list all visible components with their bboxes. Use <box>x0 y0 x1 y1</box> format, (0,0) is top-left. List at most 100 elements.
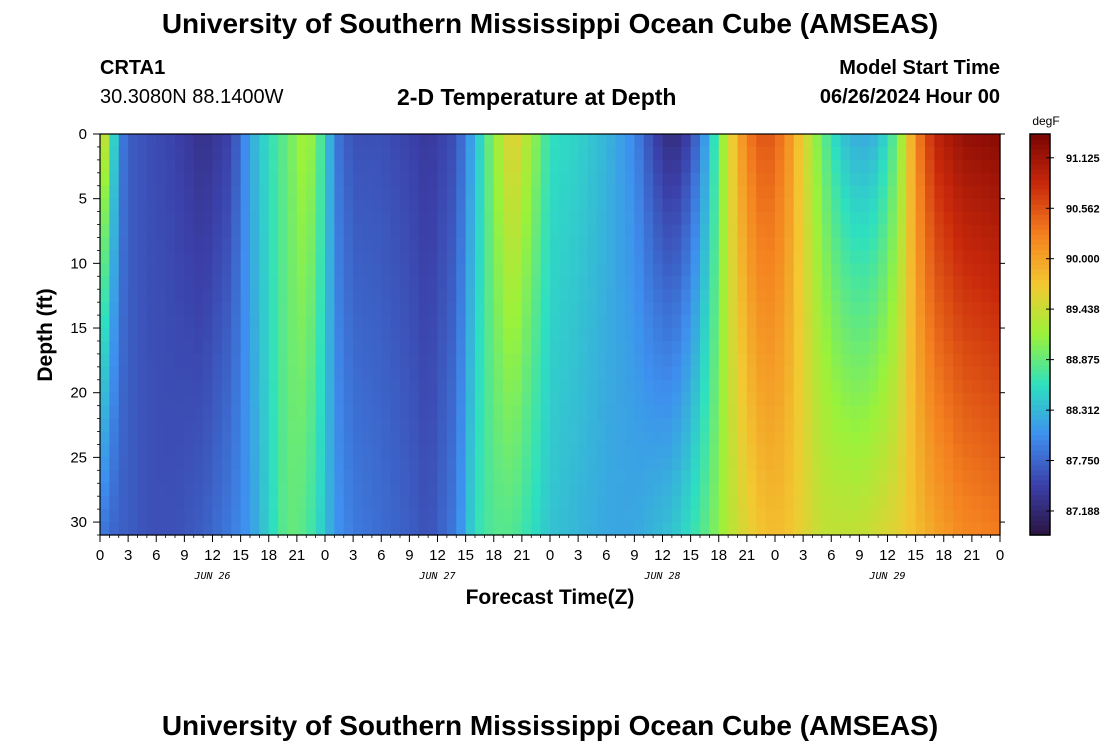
heatmap-cell <box>146 405 157 420</box>
heatmap-cell <box>531 418 542 433</box>
heatmap-cell <box>484 237 495 252</box>
heatmap-cell <box>193 431 204 446</box>
heatmap-cell <box>231 263 242 277</box>
heatmap-cell <box>484 185 495 200</box>
heatmap-cell <box>868 211 879 226</box>
heatmap-cell <box>559 366 570 381</box>
heatmap-cell <box>615 509 626 523</box>
heatmap-cell <box>165 185 176 200</box>
heatmap-cell <box>212 470 223 484</box>
heatmap-cell <box>550 263 560 277</box>
heatmap-cell <box>503 405 514 420</box>
heatmap-cell <box>634 134 645 148</box>
colorbar-segment <box>1030 294 1050 301</box>
heatmap-cell <box>409 211 420 226</box>
heatmap-cell <box>400 470 410 484</box>
heatmap-cell <box>540 237 551 252</box>
heatmap-cell <box>803 302 814 316</box>
heatmap-cell <box>240 224 251 239</box>
heatmap-cell <box>925 405 935 420</box>
heatmap-cell <box>118 392 129 407</box>
heatmap-cell <box>390 263 401 277</box>
heatmap-cell <box>212 444 223 458</box>
heatmap-cell <box>971 457 982 471</box>
heatmap-cell <box>840 366 851 381</box>
heatmap-cell <box>334 431 345 446</box>
heatmap-cell <box>728 379 739 394</box>
heatmap-cell <box>521 159 532 174</box>
heatmap-cell <box>671 392 682 407</box>
heatmap-cell <box>287 250 298 264</box>
heatmap-cell <box>934 250 945 264</box>
heatmap-cell <box>531 302 542 316</box>
heatmap-cell <box>690 405 701 420</box>
heatmap-cell <box>381 289 392 303</box>
heatmap-cell <box>671 522 682 536</box>
heatmap-cell <box>990 470 1001 484</box>
heatmap-cell <box>259 224 270 239</box>
heatmap-cell <box>175 185 185 200</box>
heatmap-cell <box>484 470 495 484</box>
heatmap-cell <box>746 237 757 252</box>
heatmap-cell <box>981 496 992 510</box>
colorbar-segment <box>1030 219 1050 225</box>
heatmap-cell <box>437 340 448 355</box>
heatmap-cell <box>606 185 617 200</box>
heatmap-cell <box>325 224 335 239</box>
x-tick-label: 12 <box>204 547 221 564</box>
heatmap-cell <box>606 483 617 497</box>
heatmap-cell <box>756 289 767 303</box>
heatmap-cell <box>353 418 364 433</box>
heatmap-cell <box>400 172 410 187</box>
heatmap-cell <box>812 289 823 303</box>
heatmap-cell <box>775 470 785 484</box>
heatmap-cell <box>606 353 617 368</box>
heatmap-cell <box>193 263 204 277</box>
heatmap-cell <box>559 250 570 264</box>
heatmap-cell <box>390 366 401 381</box>
heatmap-cell <box>250 172 260 187</box>
colorbar-segment <box>1030 414 1050 421</box>
heatmap-cell <box>325 379 335 394</box>
heatmap-cell <box>690 211 701 226</box>
heatmap-cell <box>475 392 485 407</box>
heatmap-cell <box>934 211 945 226</box>
heatmap-cell <box>503 366 514 381</box>
heatmap-cell <box>925 289 935 303</box>
heatmap-cell <box>259 302 270 316</box>
heatmap-cell <box>793 315 804 329</box>
heatmap-cell <box>662 522 673 536</box>
date-label: JUN 26 <box>193 571 230 582</box>
heatmap-cell <box>934 134 945 148</box>
heatmap-cell <box>221 470 232 484</box>
heatmap-cell <box>962 198 973 213</box>
heatmap-cell <box>887 250 898 264</box>
heatmap-cell <box>878 379 889 394</box>
heatmap-cell <box>118 366 129 381</box>
heatmap-cell <box>775 392 785 407</box>
heatmap-cell <box>193 172 204 187</box>
heatmap-cell <box>362 379 373 394</box>
heatmap-cell <box>737 328 748 342</box>
heatmap-cell <box>446 366 457 381</box>
heatmap-cell <box>231 522 242 536</box>
heatmap-cell <box>287 315 298 329</box>
heatmap-cell <box>681 392 692 407</box>
heatmap-cell <box>821 366 832 381</box>
heatmap-cell <box>737 198 748 213</box>
heatmap-cell <box>400 185 410 200</box>
heatmap-cell <box>540 405 551 420</box>
heatmap-cell <box>540 431 551 446</box>
heatmap-cell <box>212 172 223 187</box>
heatmap-cell <box>990 276 1001 290</box>
heatmap-cell <box>896 431 907 446</box>
heatmap-cell <box>240 392 251 407</box>
heatmap-cell <box>325 250 335 264</box>
heatmap-cell <box>540 276 551 290</box>
heatmap-cell <box>353 224 364 239</box>
heatmap-cell <box>503 315 514 329</box>
colorbar-segment <box>1030 379 1050 386</box>
heatmap-cell <box>475 431 485 446</box>
heatmap-cell <box>915 379 926 394</box>
heatmap-cell <box>146 496 157 510</box>
